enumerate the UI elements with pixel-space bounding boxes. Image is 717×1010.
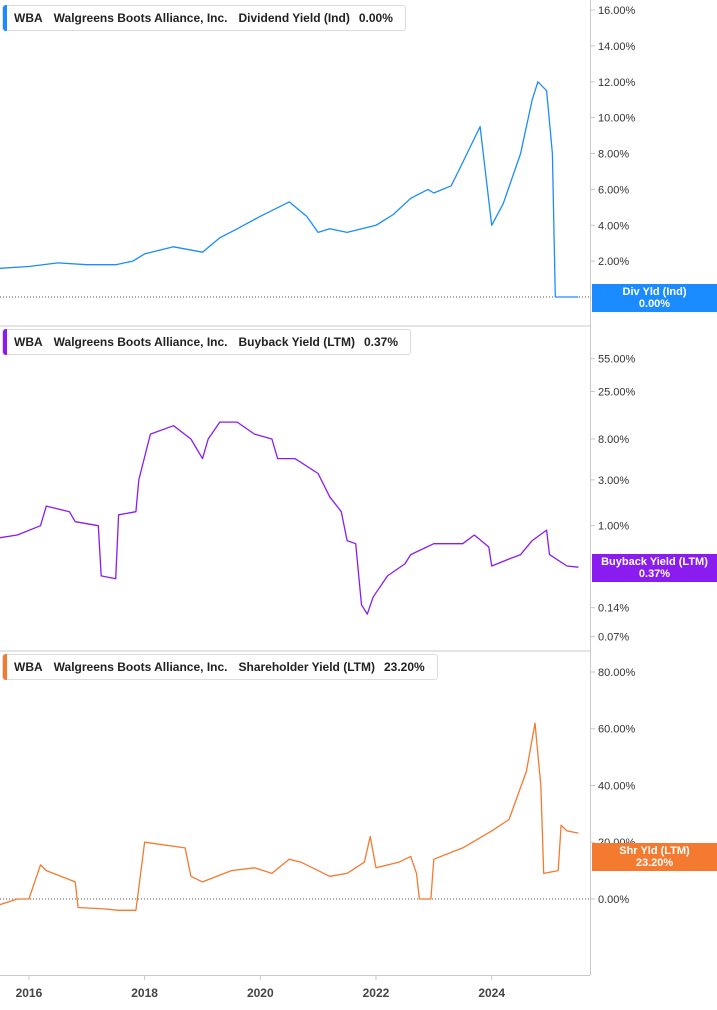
y-tick-label: 8.00% (598, 149, 629, 161)
y-tick-label: 0.07% (598, 632, 629, 644)
dividend-yield-value-tag: Div Yld (Ind) 0.00% (592, 284, 717, 312)
legend-metric: Shareholder Yield (LTM) (238, 660, 375, 674)
shareholder-yield-value-tag: Shr Yld (LTM) 23.20% (592, 843, 717, 871)
legend-company: Walgreens Boots Alliance, Inc. (53, 11, 228, 25)
y-tick-label: 80.00% (598, 667, 636, 679)
shareholder-yield-legend[interactable]: WBA Walgreens Boots Alliance, Inc. Share… (2, 654, 438, 680)
series-line (0, 722, 579, 911)
tag-label: Shr Yld (LTM) (619, 845, 690, 857)
legend-value: 23.20% (383, 660, 425, 674)
legend-company: Walgreens Boots Alliance, Inc. (53, 335, 228, 349)
legend-ticker: WBA (14, 11, 43, 25)
tag-label: Buyback Yield (LTM) (601, 556, 708, 568)
y-tick-label: 55.00% (598, 354, 636, 366)
tag-value: 23.20% (635, 857, 674, 869)
tag-value: 0.37% (638, 568, 671, 580)
y-tick-label: 2.00% (598, 256, 629, 268)
y-tick-label: 12.00% (598, 77, 636, 89)
dividend-yield-color-swatch (3, 5, 7, 31)
legend-value: 0.37% (363, 335, 398, 349)
y-tick-label: 1.00% (598, 521, 629, 533)
y-tick-label: 0.14% (598, 603, 629, 615)
legend-metric: Dividend Yield (Ind) (238, 11, 350, 25)
y-tick-label: 10.00% (598, 113, 636, 125)
y-tick-label: 40.00% (598, 780, 636, 792)
legend-metric: Buyback Yield (LTM) (238, 335, 355, 349)
y-tick-label: 0.00% (598, 894, 629, 906)
y-tick-label: 16.00% (598, 5, 636, 17)
y-tick-label: 25.00% (598, 386, 636, 398)
buyback-yield-value-tag: Buyback Yield (LTM) 0.37% (592, 554, 717, 582)
legend-ticker: WBA (14, 660, 43, 674)
x-tick-label: 2022 (363, 986, 390, 1000)
y-tick-label: 3.00% (598, 475, 629, 487)
dividend-yield-legend[interactable]: WBA Walgreens Boots Alliance, Inc. Divid… (2, 5, 406, 31)
x-tick-label: 2020 (247, 986, 274, 1000)
series-line (0, 421, 579, 615)
series-line (0, 81, 579, 298)
legend-value: 0.00% (358, 11, 393, 25)
legend-ticker: WBA (14, 335, 43, 349)
tag-label: Div Yld (Ind) (622, 286, 687, 298)
x-tick-label: 2018 (131, 986, 158, 1000)
x-tick-label: 2016 (16, 986, 43, 1000)
shareholder-yield-color-swatch (3, 654, 7, 680)
buyback-yield-legend[interactable]: WBA Walgreens Boots Alliance, Inc. Buyba… (2, 329, 411, 355)
y-tick-label: 6.00% (598, 184, 629, 196)
buyback-yield-color-swatch (3, 329, 7, 355)
legend-company: Walgreens Boots Alliance, Inc. (53, 660, 228, 674)
y-tick-label: 8.00% (598, 434, 629, 446)
y-tick-label: 60.00% (598, 724, 636, 736)
x-tick-label: 2024 (478, 986, 505, 1000)
y-tick-label: 14.00% (598, 41, 636, 53)
tag-value: 0.00% (638, 298, 671, 310)
y-tick-label: 4.00% (598, 220, 629, 232)
